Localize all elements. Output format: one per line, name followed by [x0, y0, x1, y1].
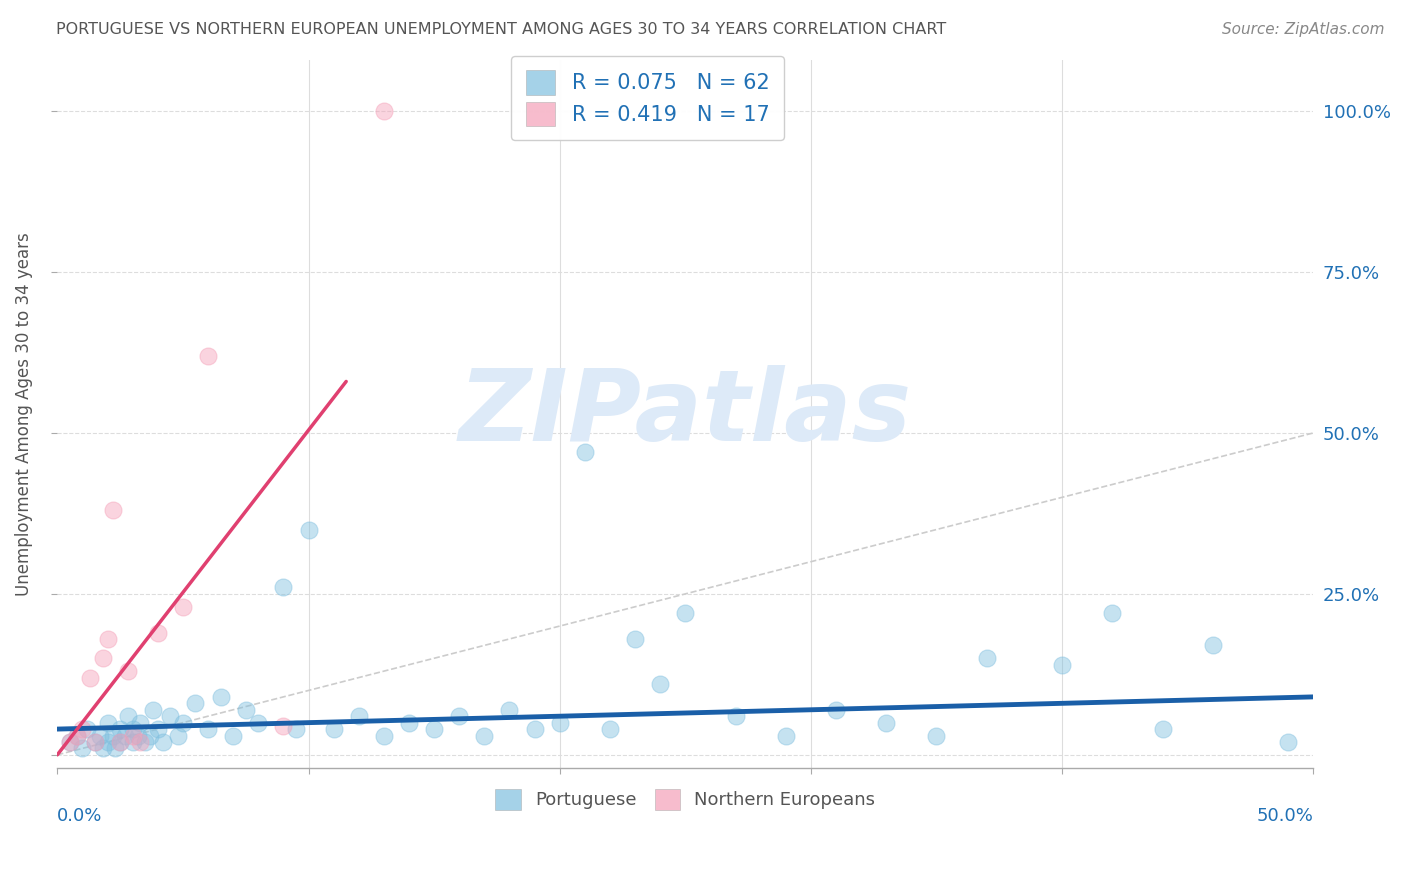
Point [134, 735, 156, 749]
Point [59, 735, 82, 749]
Point [209, 690, 232, 704]
Point [89, 729, 111, 743]
Point [825, 703, 848, 717]
Point [146, 722, 169, 736]
Point [66, 729, 89, 743]
Point [96, 632, 118, 646]
Point [117, 664, 139, 678]
Point [66, 729, 89, 743]
Point [724, 709, 747, 723]
Point [79, 671, 101, 685]
Point [373, 729, 395, 743]
Point [121, 722, 143, 736]
Point [498, 703, 520, 717]
Point [96, 715, 118, 730]
Point [925, 729, 948, 743]
Point [139, 729, 162, 743]
Point [273, 581, 295, 595]
Point [172, 599, 194, 614]
Point [59, 735, 82, 749]
Point [101, 503, 124, 517]
Point [1152, 722, 1174, 736]
Point [273, 719, 295, 733]
Point [650, 677, 672, 691]
Legend: Portuguese, Northern Europeans: Portuguese, Northern Europeans [482, 776, 889, 822]
Point [373, 104, 395, 119]
Point [91, 651, 114, 665]
Point [108, 735, 131, 749]
Point [108, 735, 131, 749]
Point [599, 722, 621, 736]
Point [159, 709, 181, 723]
Y-axis label: Unemployment Among Ages 30 to 34 years: Unemployment Among Ages 30 to 34 years [15, 232, 32, 596]
Point [104, 741, 127, 756]
Text: PORTUGUESE VS NORTHERN EUROPEAN UNEMPLOYMENT AMONG AGES 30 TO 34 YEARS CORRELATI: PORTUGUESE VS NORTHERN EUROPEAN UNEMPLOY… [56, 22, 946, 37]
Point [976, 651, 998, 665]
Point [129, 735, 152, 749]
Text: 0.0%: 0.0% [58, 806, 103, 824]
Point [673, 606, 696, 620]
Point [96, 735, 118, 749]
Point [172, 715, 194, 730]
Point [235, 703, 257, 717]
Point [1101, 606, 1123, 620]
Point [1202, 639, 1225, 653]
Point [101, 729, 124, 743]
Point [297, 523, 319, 537]
Point [121, 729, 143, 743]
Point [127, 729, 149, 743]
Point [72, 722, 94, 736]
Point [152, 735, 174, 749]
Point [1050, 657, 1073, 672]
Point [91, 741, 114, 756]
Point [624, 632, 647, 646]
Point [117, 709, 139, 723]
Point [84, 735, 107, 749]
Point [222, 729, 245, 743]
Point [108, 722, 131, 736]
Point [197, 722, 219, 736]
Point [167, 729, 190, 743]
Point [423, 722, 446, 736]
Text: ZIPatlas: ZIPatlas [458, 365, 912, 462]
Point [548, 715, 571, 730]
Point [129, 715, 152, 730]
Point [398, 715, 420, 730]
Point [76, 722, 98, 736]
Point [121, 735, 143, 749]
Point [84, 735, 107, 749]
Point [197, 349, 219, 363]
Point [574, 445, 596, 459]
Point [1277, 735, 1299, 749]
Point [284, 722, 307, 736]
Point [247, 715, 270, 730]
Point [449, 709, 471, 723]
Text: Source: ZipAtlas.com: Source: ZipAtlas.com [1222, 22, 1385, 37]
Point [523, 722, 546, 736]
Point [875, 715, 897, 730]
Point [72, 741, 94, 756]
Text: 50.0%: 50.0% [1257, 806, 1313, 824]
Point [146, 625, 169, 640]
Point [775, 729, 797, 743]
Point [184, 696, 207, 710]
Point [142, 703, 165, 717]
Point [347, 709, 370, 723]
Point [322, 722, 344, 736]
Point [114, 729, 136, 743]
Point [472, 729, 495, 743]
